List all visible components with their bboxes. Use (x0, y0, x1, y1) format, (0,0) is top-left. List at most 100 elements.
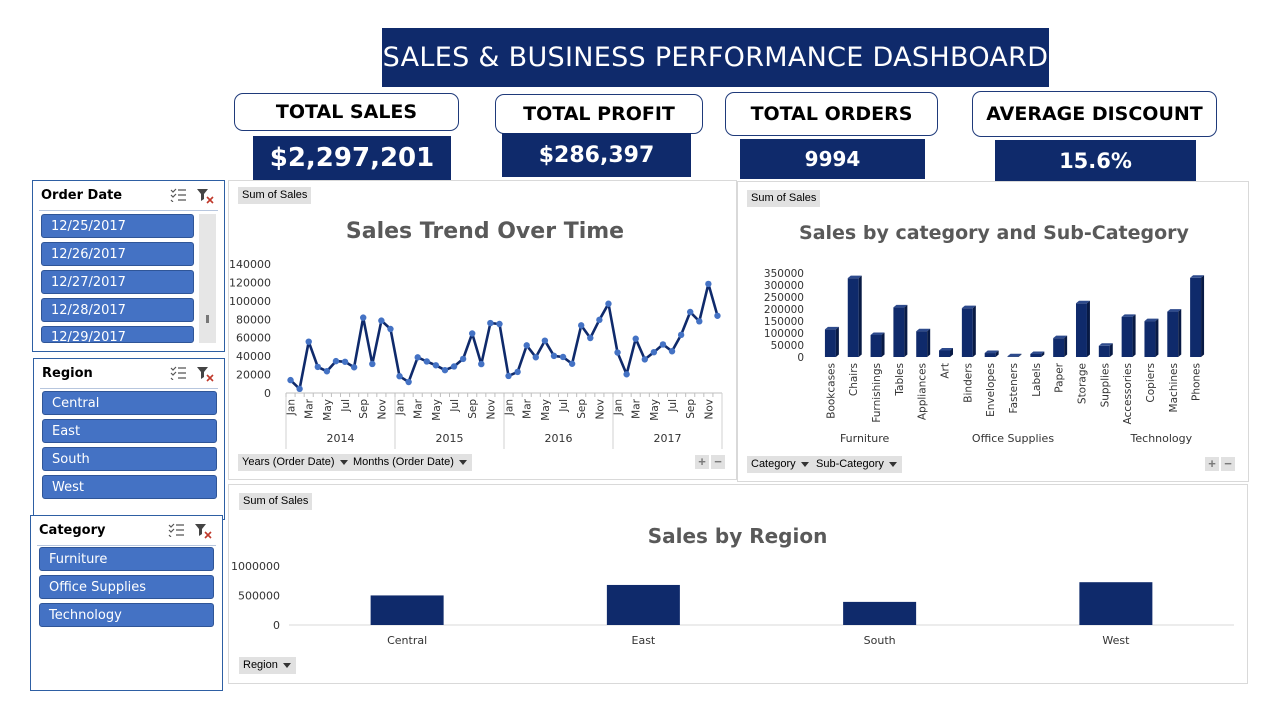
data-point (287, 376, 294, 384)
data-point (332, 357, 340, 365)
bar-side-face (1041, 351, 1045, 357)
bar-top-face (961, 305, 976, 309)
data-point (496, 320, 503, 328)
data-point (541, 337, 549, 344)
category-group-label: Office Supplies (972, 432, 1054, 445)
x-tick-label: Envelopes (985, 363, 997, 417)
data-point (596, 316, 603, 324)
x-tick-label: Copiers (1145, 363, 1157, 403)
bar-top-face (1030, 351, 1045, 355)
slicer-item-central[interactable]: Central (42, 391, 217, 415)
collapse-button[interactable]: − (1221, 457, 1235, 471)
x-tick-label: Labels (1031, 363, 1043, 397)
region-sales-chart: 1000000 500000 0 Central East South West (231, 560, 1234, 647)
sub-category-bar (1007, 356, 1019, 357)
data-point (523, 342, 530, 349)
data-point (487, 319, 494, 327)
expand-button[interactable]: + (1205, 457, 1219, 471)
data-point (414, 354, 421, 361)
x-tick-label: Mar (522, 398, 534, 418)
bar-top-face (1144, 318, 1159, 322)
slicer-item-south[interactable]: South (42, 447, 217, 471)
x-tick-label: Nov (703, 399, 715, 420)
kpi-total-profit-value: $286,397 (502, 133, 691, 177)
slicer-scrollbar[interactable] (199, 214, 216, 343)
region-field-button[interactable]: Region (239, 657, 296, 674)
sum-of-sales-field[interactable]: Sum of Sales (238, 187, 312, 204)
sales-trend-chart: 140000 120000 100000 80000 60000 40000 20000 0 J… (229, 258, 723, 449)
x-tick-label: Paper (1054, 362, 1066, 392)
x-tick-label: Bookcases (825, 363, 837, 419)
sub-category-bar (939, 350, 951, 357)
years-order-date-button[interactable]: Years (Order Date) (238, 454, 353, 471)
x-tick-label: Jul (667, 399, 679, 413)
bar-side-face (995, 350, 999, 357)
x-tick-label: Nov (376, 399, 388, 420)
slicer-item-east[interactable]: East (42, 419, 217, 443)
scrollbar-thumb[interactable] (206, 315, 209, 323)
data-point (423, 358, 430, 365)
category-group-label: Furniture (840, 432, 890, 445)
data-point (323, 368, 331, 375)
bar-side-face (1201, 275, 1205, 357)
slicer-item-date[interactable]: 12/27/2017 (41, 270, 194, 294)
sub-category-field-button[interactable]: Sub-Category (812, 456, 902, 473)
x-tick-label: Storage (1076, 363, 1088, 404)
category-group-label: Technology (1130, 432, 1193, 445)
sum-of-sales-field[interactable]: Sum of Sales (747, 190, 821, 207)
slicer-item-technology[interactable]: Technology (39, 603, 214, 627)
data-point (350, 364, 358, 371)
slicer-item-date[interactable]: 12/26/2017 (41, 242, 194, 266)
bar-top-face (939, 347, 954, 351)
multi-select-icon[interactable] (170, 366, 186, 380)
sub-category-bar (1075, 303, 1087, 357)
expand-button[interactable]: + (695, 455, 709, 469)
clear-filter-icon[interactable] (196, 188, 214, 204)
sub-category-bar (893, 307, 905, 357)
bar-top-face (1121, 314, 1136, 317)
data-point (659, 341, 667, 348)
x-tick-label: Appliances (917, 363, 929, 420)
y-tick-label: 150000 (764, 316, 804, 328)
sub-category-bar (824, 329, 836, 357)
region-sales-panel: Sum of Sales Sales by Region 1000000 5000… (228, 484, 1248, 684)
y-tick-label: 100000 (229, 295, 271, 308)
slicer-item-furniture[interactable]: Furniture (39, 547, 214, 571)
x-tick-label: Jan (395, 399, 407, 416)
data-point (305, 338, 312, 345)
slicer-item-date[interactable]: 12/28/2017 (41, 298, 194, 322)
sub-category-bar (1144, 321, 1156, 357)
x-tick-label: Sep (685, 399, 697, 419)
data-point (696, 318, 703, 325)
kpi-total-sales-value: $2,297,201 (253, 136, 451, 180)
sum-of-sales-field[interactable]: Sum of Sales (239, 493, 313, 510)
x-tick-label: Jul (558, 399, 570, 413)
collapse-button[interactable]: − (711, 455, 725, 469)
region-slicer: Region Central East South West (33, 358, 225, 520)
bar-side-face (1064, 335, 1068, 357)
year-label: 2016 (545, 432, 573, 445)
slicer-item-office-supplies[interactable]: Office Supplies (39, 575, 214, 599)
slicer-item-west[interactable]: West (42, 475, 217, 499)
clear-filter-icon[interactable] (194, 523, 212, 539)
clear-filter-icon[interactable] (196, 366, 214, 382)
bar-side-face (904, 304, 908, 357)
bar-side-face (1132, 314, 1136, 357)
multi-select-icon[interactable] (170, 188, 186, 202)
y-tick-label: 350000 (764, 268, 804, 280)
y-tick-label: 80000 (236, 313, 271, 326)
slicer-item-date[interactable]: 12/25/2017 (41, 214, 194, 238)
kpi-total-orders-value: 9994 (740, 139, 925, 179)
data-point (677, 331, 685, 339)
y-tick-label: 60000 (236, 332, 271, 345)
category-field-button[interactable]: Category (747, 456, 814, 473)
multi-select-icon[interactable] (168, 523, 184, 537)
category-slicer: Category Furniture Office Supplies Techn… (30, 515, 223, 691)
months-order-date-button[interactable]: Months (Order Date) (349, 454, 472, 471)
slicer-item-date[interactable]: 12/29/2017 (41, 326, 194, 343)
sub-category-bar (1167, 311, 1179, 357)
data-point (550, 352, 558, 360)
kpi-average-discount-value: 15.6% (995, 140, 1196, 182)
region-bar (606, 584, 680, 625)
bar-top-face (870, 332, 885, 335)
